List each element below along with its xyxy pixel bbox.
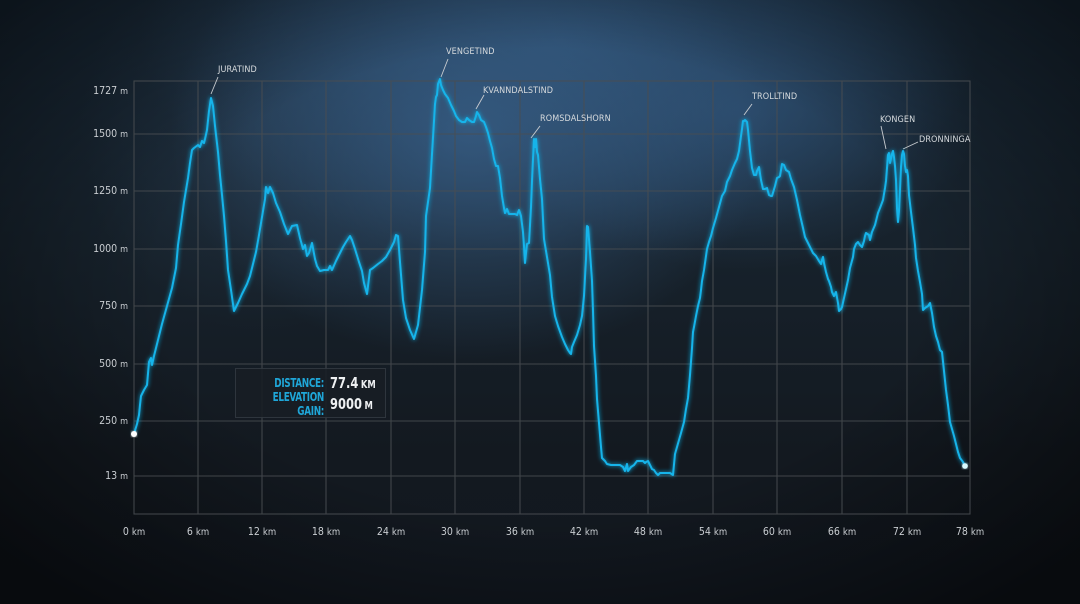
x-tick-42: 42 km [569,526,599,538]
y-tick-1727: 1727 m [93,85,128,97]
y-tick-250: 250 m [99,415,128,427]
x-tick-48: 48 km [633,526,663,538]
distance-row: DISTANCE: 77.4 KM [236,373,385,393]
peak-label-kongen: KONGEN [880,115,916,125]
peak-leader-lines [210,58,919,150]
x-tick-72: 72 km [892,526,922,538]
route-stats-box: DISTANCE: 77.4 KM ELEVATION GAIN: 9000 M [235,368,386,418]
y-tick-1500: 1500 m [93,128,128,140]
x-tick-36: 36 km [505,526,535,538]
peak-label-vengetind: VENGETIND [446,47,495,57]
x-tick-30: 30 km [440,526,470,538]
x-tick-60: 60 km [762,526,792,538]
x-tick-54: 54 km [698,526,728,538]
x-tick-66: 66 km [827,526,857,538]
y-tick-13: 13 m [105,470,128,482]
start-point-marker [131,431,137,437]
y-tick-750: 750 m [99,300,128,312]
elevation-gain-label: ELEVATION GAIN: [272,390,325,418]
x-tick-24: 24 km [376,526,406,538]
distance-label: DISTANCE: [274,376,324,390]
x-tick-6: 6 km [186,526,210,538]
peak-label-romsdalshorn: ROMSDALSHORN [540,114,611,124]
peak-label-dronninga: DRONNINGA [919,135,971,145]
end-point-marker [962,463,968,469]
x-tick-0: 0 km [122,526,146,538]
peak-label-juratind: JURATIND [218,65,257,75]
elevation-gain-row: ELEVATION GAIN: 9000 M [236,390,385,418]
y-tick-1250: 1250 m [93,185,128,197]
peak-label-kvanndalstind: KVANNDALSTIND [483,86,554,96]
elevation-gain-value: 9000 M [330,395,373,413]
plot-frame [133,80,971,515]
distance-value: 77.4 KM [330,374,376,392]
peak-label-trolltind: TROLLTIND [752,92,798,102]
x-tick-78: 78 km [955,526,985,538]
elevation-line [133,78,966,476]
x-tick-18: 18 km [311,526,341,538]
y-tick-1000: 1000 m [93,243,128,255]
x-tick-12: 12 km [247,526,277,538]
y-tick-500: 500 m [99,358,128,370]
grid [133,80,971,515]
